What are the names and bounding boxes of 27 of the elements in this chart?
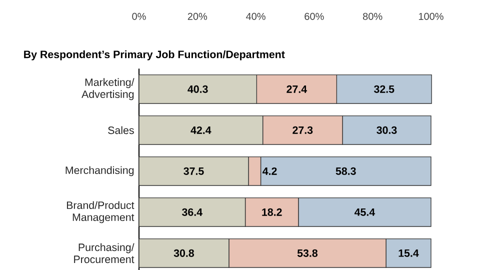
- data-label: 4.2: [262, 167, 277, 175]
- data-label: 42.4: [190, 126, 212, 134]
- y-tick-label: Sales: [108, 126, 134, 134]
- x-tick-label: 40%: [246, 12, 266, 20]
- data-label: 30.3: [376, 126, 397, 134]
- y-tick-label: Marketing/ Advertising: [82, 78, 134, 100]
- x-tick-label: 0%: [132, 12, 146, 20]
- y-tick-label: Purchasing/ Procurement: [74, 243, 134, 264]
- x-tick-label: 20%: [188, 12, 208, 20]
- data-label: 27.4: [286, 85, 307, 93]
- x-tick-label: 60%: [304, 12, 324, 20]
- chart-title: By Respondent’s Primary Job Function/Department: [24, 50, 285, 60]
- data-label: 40.3: [188, 85, 208, 93]
- data-label: 53.8: [297, 249, 318, 257]
- data-label: 15.4: [398, 249, 419, 257]
- data-label: 18.2: [262, 208, 282, 216]
- data-label: 58.3: [336, 167, 356, 175]
- x-tick-label: 80%: [363, 12, 382, 20]
- data-label: 32.5: [374, 85, 394, 93]
- y-tick-label: Merchandising: [66, 166, 134, 176]
- y-tick-label: Brand/Product Management: [66, 201, 134, 224]
- data-label: 27.3: [292, 126, 313, 134]
- data-label: 36.4: [182, 208, 202, 216]
- data-label: 37.5: [184, 167, 204, 175]
- data-label: 30.8: [174, 249, 194, 257]
- x-tick-label: 100%: [418, 12, 444, 20]
- data-label: 45.4: [354, 208, 376, 216]
